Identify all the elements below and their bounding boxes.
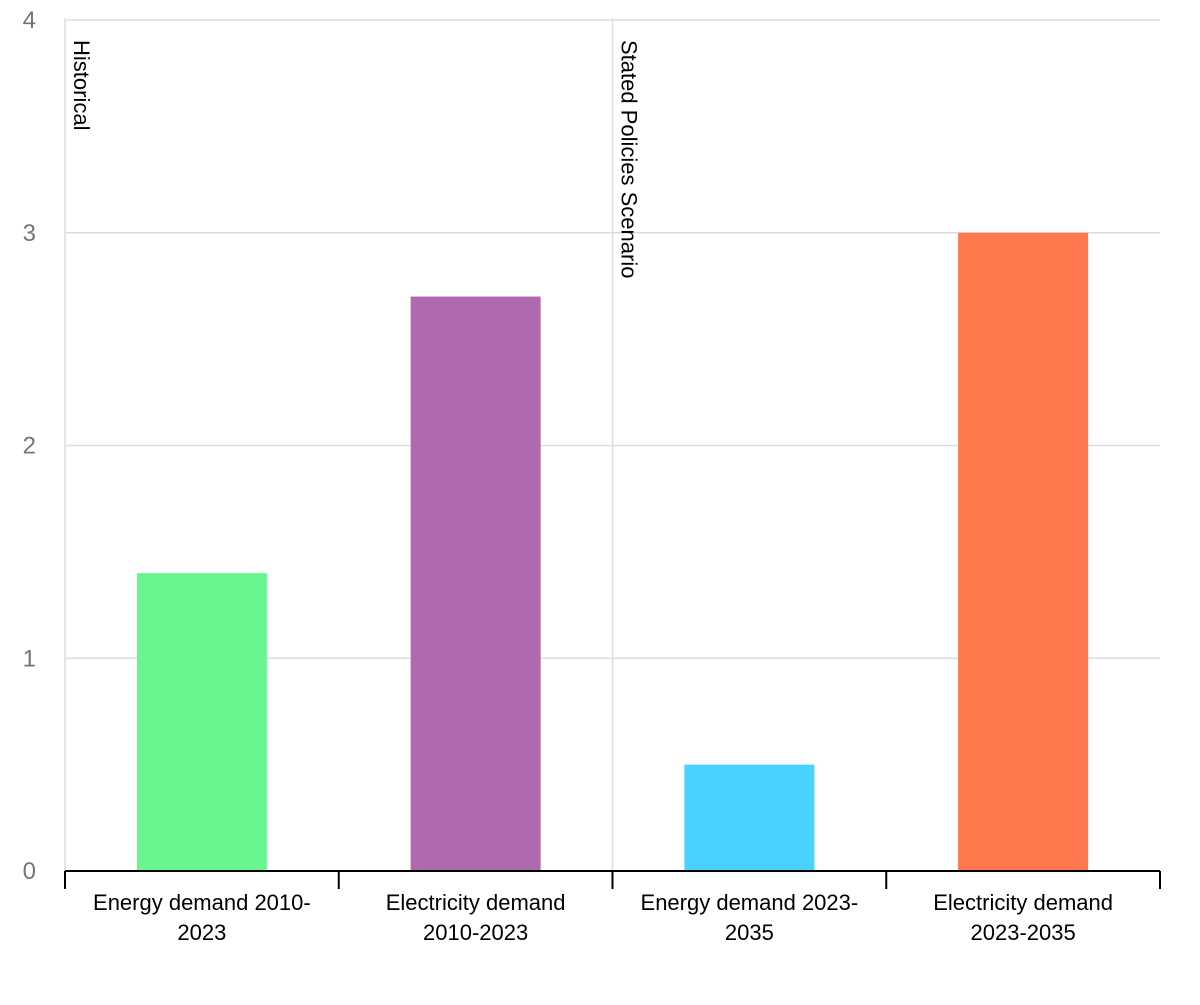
x-tick-label: Energy demand 2010- bbox=[93, 890, 311, 915]
x-axis bbox=[64, 870, 1161, 889]
y-tick-label: 2 bbox=[23, 433, 36, 460]
y-tick-label: 1 bbox=[23, 645, 36, 672]
x-tick-label: 2010-2023 bbox=[423, 920, 528, 945]
y-tick-label: 4 bbox=[23, 7, 36, 34]
bar bbox=[684, 764, 815, 871]
section-label: Historical bbox=[69, 40, 94, 130]
y-tick-label: 0 bbox=[23, 858, 36, 885]
x-tick-label: 2023 bbox=[177, 920, 226, 945]
section-label: Stated Policies Scenario bbox=[617, 40, 642, 278]
bar bbox=[958, 232, 1089, 871]
bar bbox=[410, 296, 541, 871]
y-tick-label: 3 bbox=[23, 220, 36, 247]
bars bbox=[136, 232, 1089, 871]
x-tick-label: Electricity demand bbox=[386, 890, 566, 915]
x-tick-label: 2035 bbox=[725, 920, 774, 945]
x-tick-label: Energy demand 2023- bbox=[641, 890, 859, 915]
x-tick-label: 2023-2035 bbox=[971, 920, 1076, 945]
x-axis-ticks: Energy demand 2010- 2023 Electricity deman… bbox=[93, 890, 1113, 945]
x-tick-label: Electricity demand bbox=[933, 890, 1113, 915]
y-axis-ticks: 0 1 2 3 4 bbox=[23, 7, 36, 885]
section-labels: Historical Stated Policies Scenario bbox=[69, 40, 642, 278]
bar bbox=[136, 573, 267, 871]
